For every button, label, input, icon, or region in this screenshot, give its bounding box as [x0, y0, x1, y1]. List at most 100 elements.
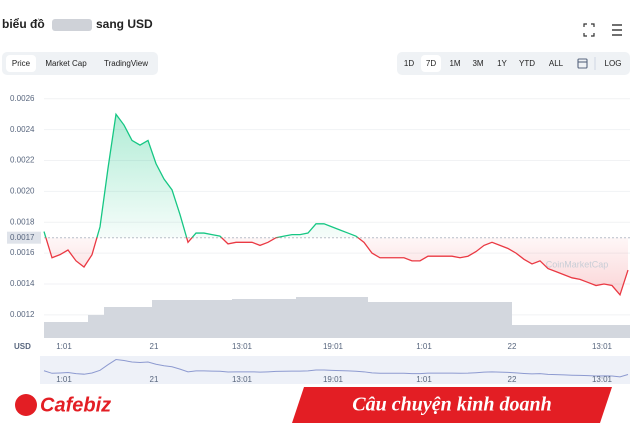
log-button[interactable]: LOG: [605, 59, 622, 68]
volume-bar: [120, 307, 128, 338]
range-button[interactable]: 1M: [449, 59, 460, 68]
x-tick-label: 13:01: [232, 342, 253, 351]
volume-bar: [264, 299, 272, 338]
volume-bar: [496, 302, 504, 338]
volume-bar: [72, 322, 80, 338]
x-tick-label: 1:01: [56, 342, 72, 351]
volume-bar: [312, 297, 320, 338]
volume-bar: [600, 325, 608, 338]
menu-icon[interactable]: [612, 24, 622, 36]
volume-bar: [272, 299, 280, 338]
tab[interactable]: Price: [12, 59, 31, 68]
title-start: biểu đồ: [2, 17, 45, 31]
tab[interactable]: Market Cap: [45, 59, 87, 68]
range-button[interactable]: 1Y: [497, 59, 507, 68]
volume-bar: [520, 325, 528, 338]
range-button[interactable]: ALL: [549, 59, 564, 68]
slogan: Câu chuyện kinh doanh: [352, 394, 552, 416]
volume-bar: [464, 302, 472, 338]
volume-bar: [160, 300, 168, 338]
volume-bar: [400, 302, 408, 338]
y-tick-label: 0.0014: [10, 279, 35, 288]
volume-bar: [592, 325, 600, 338]
volume-bar: [384, 302, 392, 338]
price-line: [43, 112, 629, 297]
volume-bar: [352, 297, 360, 338]
volume-bar: [176, 300, 184, 338]
volume-bar: [392, 302, 400, 338]
volume-bar: [96, 315, 104, 338]
range-button[interactable]: 1D: [404, 59, 414, 68]
volume-bar: [168, 300, 176, 338]
volume-bar: [440, 302, 448, 338]
volume-bar: [528, 325, 536, 338]
volume-bar: [488, 302, 496, 338]
navigator-tick-label: 1:01: [416, 375, 432, 384]
x-tick-label: 22: [508, 342, 517, 351]
volume-bar: [512, 325, 520, 338]
volume-bar: [280, 299, 288, 338]
volume-bar: [424, 302, 432, 338]
logo-text: Cafebiz: [40, 394, 111, 416]
volume-bar: [192, 300, 200, 338]
volume-bar: [576, 325, 584, 338]
navigator-tick-label: 19:01: [323, 375, 344, 384]
watermark: CoinMarketCap: [546, 259, 609, 269]
y-tick-label: 0.0020: [10, 187, 35, 196]
volume-bar: [448, 302, 456, 338]
y-tick-label: 0.0012: [10, 310, 35, 319]
volume-bar: [608, 325, 616, 338]
volume-bar: [456, 302, 464, 338]
navigator-line: [43, 358, 629, 378]
volume-bar: [200, 300, 208, 338]
volume-bar: [624, 325, 630, 338]
tab[interactable]: TradingView: [104, 59, 148, 68]
volume-bar: [136, 307, 144, 338]
volume-bar: [360, 297, 368, 338]
volume-bar: [88, 315, 96, 338]
range-button[interactable]: YTD: [519, 59, 535, 68]
volume-bar: [80, 322, 88, 338]
active-range: [421, 55, 441, 72]
x-tick-label: 21: [150, 342, 159, 351]
baseline-label: 0.0017: [10, 233, 35, 242]
volume-bar: [208, 300, 216, 338]
volume-bar: [480, 302, 488, 338]
y-tick-label: 0.0016: [10, 248, 35, 257]
range-button[interactable]: 7D: [426, 59, 436, 68]
volume-bar: [584, 325, 592, 338]
calendar-icon[interactable]: [577, 58, 588, 69]
price-area: [44, 114, 628, 295]
x-tick-label: 1:01: [416, 342, 432, 351]
volume-bar: [616, 325, 624, 338]
y-tick-label: 0.0024: [10, 125, 35, 134]
navigator-tick-label: 13:01: [232, 375, 253, 384]
volume-bar: [184, 300, 192, 338]
range-button[interactable]: 3M: [472, 59, 483, 68]
volume-bar: [416, 302, 424, 338]
volume-bar: [536, 325, 544, 338]
fullscreen-icon[interactable]: [583, 23, 595, 37]
volume-bar: [472, 302, 480, 338]
title-end: sang USD: [96, 17, 153, 31]
slogan-box: [292, 387, 612, 423]
volume-bar: [408, 302, 416, 338]
x-tick-label: 19:01: [323, 342, 344, 351]
navigator-tick-label: 13:01: [592, 375, 613, 384]
volume-bar: [128, 307, 136, 338]
volume-bar: [552, 325, 560, 338]
volume-bar: [328, 297, 336, 338]
volume-bar: [432, 302, 440, 338]
navigator-tick-label: 21: [150, 375, 159, 384]
volume-bar: [144, 307, 152, 338]
x-tick-label: 13:01: [592, 342, 613, 351]
range-bar: [397, 52, 630, 75]
volume-bar: [560, 325, 568, 338]
volume-bar: [152, 300, 160, 338]
volume-bar: [64, 322, 72, 338]
tab-bar: [2, 52, 158, 75]
volume-bar: [296, 297, 304, 338]
volume-bar: [104, 307, 112, 338]
blurred-token: [52, 19, 92, 31]
